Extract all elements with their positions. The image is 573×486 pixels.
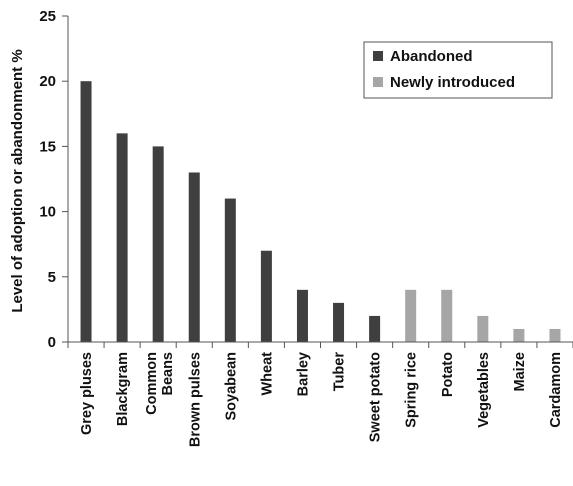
legend: Abandoned Newly introduced xyxy=(363,41,553,99)
bar-abandoned xyxy=(296,289,308,342)
bar-abandoned xyxy=(260,250,272,342)
legend-swatch xyxy=(373,51,383,61)
bar-abandoned xyxy=(224,198,236,342)
x-category-label: Potato xyxy=(440,352,456,397)
y-axis-ticks: 0 5 10 15 20 25 xyxy=(39,8,68,351)
axes xyxy=(67,16,573,348)
category-labels: Grey pluses Blackgram Common Beans Brown pul… xyxy=(79,352,564,447)
bar-abandoned xyxy=(188,172,200,342)
bar-abandoned xyxy=(116,133,128,342)
bar-abandoned xyxy=(80,81,92,342)
y-tick-label: 5 xyxy=(48,269,56,286)
bar-abandoned xyxy=(333,302,345,342)
x-category-label: Soyabean xyxy=(223,352,239,421)
y-axis-title: Level of adoption or abandonment % xyxy=(9,49,26,312)
x-category-label: Brown pulses xyxy=(187,352,203,447)
x-category-label: Wheat xyxy=(259,352,275,396)
bar-newly-introduced xyxy=(477,315,489,342)
bar-newly-introduced xyxy=(549,328,561,342)
x-category-label: Tuber xyxy=(332,352,348,392)
y-axis-title-group: Level of adoption or abandonment % xyxy=(9,49,26,312)
legend-box xyxy=(363,41,553,99)
x-category-label: Sweet potato xyxy=(368,352,384,442)
x-category-label: Beans xyxy=(160,352,176,396)
bar-abandoned xyxy=(369,315,381,342)
x-category-label: Vegetables xyxy=(476,352,492,428)
x-category-label: Blackgram xyxy=(115,352,131,426)
x-category-label: Spring rice xyxy=(404,352,420,428)
y-tick-label: 10 xyxy=(39,204,56,221)
x-category-label: Barley xyxy=(295,352,311,396)
x-category-label: Common xyxy=(144,352,160,415)
x-category-label: Grey pluses xyxy=(79,352,95,435)
bar-abandoned xyxy=(152,146,164,342)
x-category-label: Cardamom xyxy=(548,352,564,428)
y-tick-label: 25 xyxy=(39,8,56,25)
x-category-label: Maize xyxy=(512,352,528,392)
y-tick-label: 0 xyxy=(48,334,56,351)
y-tick-label: 20 xyxy=(39,73,56,90)
legend-label: Abandoned xyxy=(390,48,473,65)
legend-swatch xyxy=(373,77,383,87)
bar-newly-introduced xyxy=(405,289,417,342)
bar-newly-introduced xyxy=(441,289,453,342)
y-tick-label: 15 xyxy=(39,138,56,155)
legend-label: Newly introduced xyxy=(390,74,515,91)
bars xyxy=(80,81,561,342)
bar-newly-introduced xyxy=(513,328,525,342)
